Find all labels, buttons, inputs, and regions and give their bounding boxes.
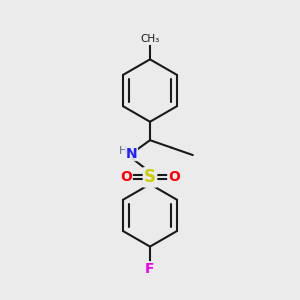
Text: F: F: [145, 262, 155, 276]
Text: H: H: [119, 146, 128, 156]
Text: S: S: [144, 168, 156, 186]
Text: CH₃: CH₃: [140, 34, 160, 44]
Text: O: O: [120, 170, 132, 184]
Text: N: N: [126, 147, 137, 160]
Text: O: O: [168, 170, 180, 184]
